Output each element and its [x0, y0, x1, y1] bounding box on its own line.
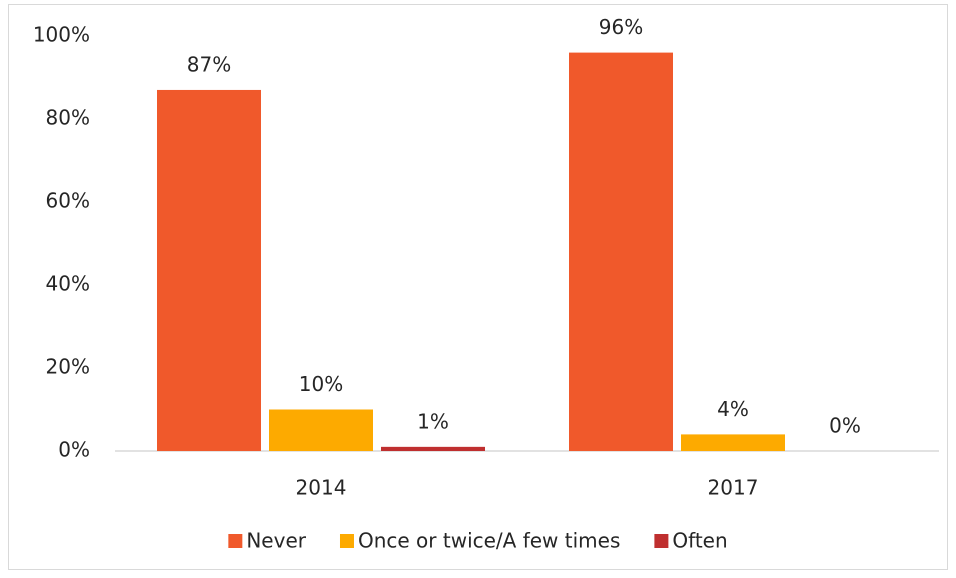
y-tick-label: 20% — [46, 355, 90, 379]
legend-swatch — [228, 534, 243, 548]
bar — [381, 446, 485, 451]
legend-swatch — [339, 534, 354, 548]
y-tick-label: 100% — [33, 23, 90, 47]
value-label: 1% — [417, 409, 449, 433]
x-tick-label: 2014 — [296, 476, 347, 500]
y-tick-label: 0% — [58, 438, 90, 462]
bar — [681, 434, 785, 451]
legend-label: Often — [672, 529, 727, 553]
x-tick-label: 2017 — [708, 476, 759, 500]
y-tick-label: 80% — [46, 106, 90, 130]
y-tick-label: 40% — [46, 272, 90, 296]
bar — [269, 409, 373, 451]
bar — [569, 52, 673, 451]
value-label: 0% — [829, 414, 861, 438]
legend-swatch — [654, 534, 669, 548]
value-label: 87% — [187, 52, 231, 76]
bar — [157, 89, 261, 451]
value-label: 4% — [717, 397, 749, 421]
chart-frame — [8, 4, 948, 570]
legend-label: Once or twice/A few times — [358, 529, 620, 553]
value-label: 10% — [299, 372, 343, 396]
value-label: 96% — [599, 15, 643, 39]
legend-label: Never — [246, 529, 306, 553]
y-tick-label: 60% — [46, 189, 90, 213]
